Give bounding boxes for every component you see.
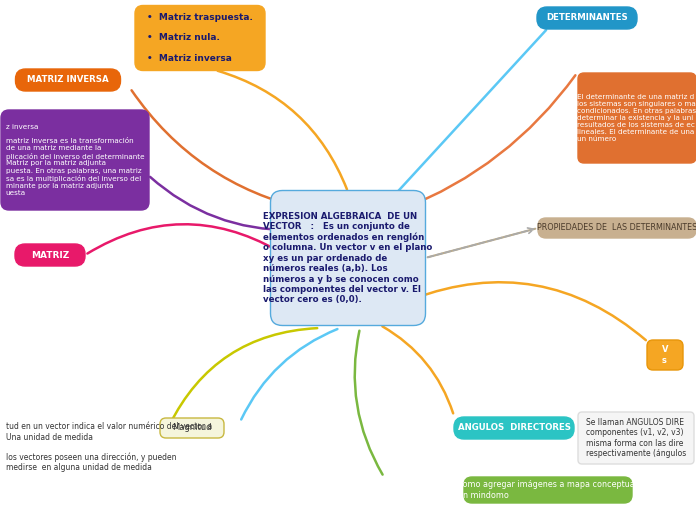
Text: como agregar imágenes a mapa conceptual
en mindomo: como agregar imágenes a mapa conceptual … — [459, 480, 638, 500]
FancyBboxPatch shape — [578, 73, 696, 163]
FancyBboxPatch shape — [160, 418, 224, 438]
FancyBboxPatch shape — [537, 7, 637, 29]
Text: V
s: V s — [662, 345, 668, 365]
Text: El determinante de una matriz d
los sistemas son singulares o ma
condicionados. : El determinante de una matriz d los sist… — [578, 94, 696, 142]
Text: DETERMINANTES: DETERMINANTES — [546, 14, 628, 22]
Text: PROPIEDADES DE  LAS DETERMINANTES: PROPIEDADES DE LAS DETERMINANTES — [537, 224, 696, 232]
Text: los vectores poseen una dirección, y pueden
medirse  en alguna unidad de medida: los vectores poseen una dirección, y pue… — [6, 452, 177, 472]
Text: z inversa

matriz Inversa es la transformación
de una matriz mediante la
plicaci: z inversa matriz Inversa es la transform… — [6, 124, 144, 196]
FancyBboxPatch shape — [464, 477, 632, 503]
Text: EXPRESION ALGEBRAICA  DE UN
VECTOR   :   Es un conjunto de
elementos ordenados e: EXPRESION ALGEBRAICA DE UN VECTOR : Es u… — [263, 212, 433, 304]
Text: •  Matriz traspuesta.

•  Matriz nula.

•  Matriz inversa: • Matriz traspuesta. • Matriz nula. • Ma… — [147, 12, 253, 63]
FancyBboxPatch shape — [135, 6, 265, 71]
Text: MATRIZ INVERSA: MATRIZ INVERSA — [27, 75, 109, 84]
Text: Magnitud: Magnitud — [172, 423, 212, 433]
Text: tud en un vector indica el valor numérico del vector a
Una unidad de medida: tud en un vector indica el valor numéric… — [6, 422, 212, 441]
Text: MATRIZ: MATRIZ — [31, 251, 69, 259]
FancyBboxPatch shape — [1, 110, 149, 210]
FancyBboxPatch shape — [538, 218, 696, 238]
FancyBboxPatch shape — [15, 244, 85, 266]
FancyBboxPatch shape — [647, 340, 683, 370]
FancyBboxPatch shape — [271, 190, 425, 326]
FancyBboxPatch shape — [454, 417, 574, 439]
Text: ANGULOS  DIRECTORES: ANGULOS DIRECTORES — [457, 423, 571, 433]
FancyBboxPatch shape — [15, 69, 120, 91]
Text: Se llaman ANGULOS DIRE
componentes (v1, v2, v3)
misma forma con las dire
respect: Se llaman ANGULOS DIRE componentes (v1, … — [586, 418, 686, 458]
FancyBboxPatch shape — [578, 412, 694, 464]
